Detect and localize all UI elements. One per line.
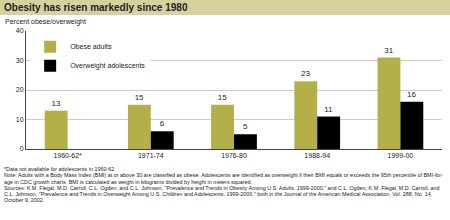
svg-text:1999-00: 1999-00: [388, 152, 414, 159]
svg-text:10: 10: [16, 116, 24, 123]
svg-text:15: 15: [135, 93, 144, 102]
svg-text:13: 13: [51, 99, 60, 108]
svg-text:40: 40: [16, 27, 24, 34]
html-text:*Data not available for adoles: *Data not available for adolescents in 1…: [4, 166, 116, 172]
html-text:Obesity has risen markedly sin: Obesity has risen markedly since 1980: [4, 2, 188, 13]
svg-text:1960-62*: 1960-62*: [53, 152, 82, 159]
svg-text:Overweight adolescents: Overweight adolescents: [70, 62, 145, 70]
svg-text:30: 30: [16, 57, 24, 64]
svg-text:6: 6: [160, 119, 165, 128]
svg-text:31: 31: [384, 46, 393, 55]
html-text:Note: Adults with a Body Mass: Note: Adults with a Body Mass Index (BMI…: [4, 172, 443, 185]
html-text:Sources: K.M. Flegal, M.D. Car: Sources: K.M. Flegal, M.D. Carroll, C.L.…: [4, 184, 440, 204]
svg-text:11: 11: [324, 105, 333, 114]
svg-text:20: 20: [16, 86, 24, 93]
svg-text:1971-74: 1971-74: [138, 152, 164, 159]
svg-text:Obese adults: Obese adults: [70, 43, 112, 50]
svg-text:15: 15: [218, 93, 227, 102]
svg-text:16: 16: [407, 90, 416, 99]
svg-text:0: 0: [20, 145, 24, 152]
svg-text:23: 23: [301, 69, 310, 78]
svg-text:1988-94: 1988-94: [304, 152, 330, 159]
svg-text:Percent obese/overweight: Percent obese/overweight: [5, 18, 86, 26]
svg-text:1976-80: 1976-80: [221, 152, 247, 159]
svg-text:5: 5: [243, 122, 248, 131]
